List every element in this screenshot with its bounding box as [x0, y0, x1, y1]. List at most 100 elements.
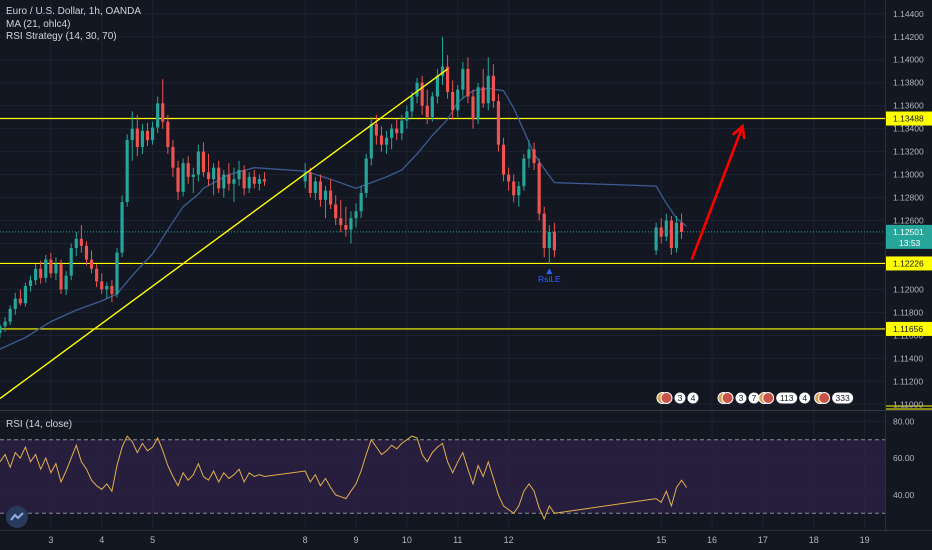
candle-body: [415, 82, 419, 97]
candle-body: [379, 135, 384, 145]
candle-body: [410, 96, 414, 112]
candle-body: [552, 231, 556, 251]
flag-icon[interactable]: [818, 392, 831, 404]
event-count-badge[interactable]: [776, 392, 798, 404]
event-count-badge[interactable]: [674, 392, 686, 404]
time-tick-label: 16: [707, 535, 717, 545]
candle-body: [95, 268, 99, 282]
time-tick-label: 3: [48, 535, 53, 545]
signal-arrow-icon: [546, 268, 553, 275]
time-tick-label: 12: [504, 535, 514, 545]
rsi-tick-label: 40.00: [893, 490, 915, 500]
candle-body: [456, 89, 460, 111]
flag-icon[interactable]: [721, 392, 734, 404]
candle-body: [64, 275, 68, 290]
time-axis[interactable]: 3 4 5 8 9 10 11 12 15 16 17 18 19: [48, 535, 869, 545]
candle-body: [191, 174, 195, 177]
ma-series-line: [0, 87, 688, 350]
candle-body: [161, 103, 165, 122]
rsi-tick-label: 80.00: [893, 416, 915, 426]
candle-body: [156, 103, 160, 128]
candle-body: [446, 66, 450, 92]
candle-body: [354, 211, 358, 219]
rsi-legend[interactable]: RSI (14, close): [6, 419, 73, 430]
flag-icon[interactable]: [762, 392, 775, 404]
ma-legend[interactable]: MA (21, ohlc4): [6, 19, 71, 30]
candle-body: [110, 285, 114, 295]
event-count-badge[interactable]: [735, 392, 747, 404]
rsi-band: [0, 439, 885, 514]
forecast-arrow-head[interactable]: [731, 123, 746, 140]
candle-body: [135, 128, 139, 148]
candle-body: [501, 144, 506, 175]
candle-body: [491, 75, 495, 102]
candle-body: [171, 147, 175, 168]
event-count-badge[interactable]: [832, 392, 854, 404]
trendline[interactable]: [0, 68, 449, 400]
drawings[interactable]: RsiLE: [0, 68, 746, 400]
time-tick-label: 11: [453, 535, 462, 545]
candle-body: [0, 326, 2, 334]
current-price-label: 1.12501: [893, 227, 924, 237]
candle-body: [54, 264, 58, 274]
candle-body: [49, 259, 53, 274]
tradingview-logo-icon[interactable]: [6, 506, 28, 528]
forecast-arrow-shaft[interactable]: [690, 125, 744, 261]
candle-body: [151, 127, 155, 141]
candle-body: [3, 321, 7, 327]
candle-body: [669, 220, 673, 249]
price-tick-label: 1.11400: [893, 353, 923, 363]
rsi-axis[interactable]: 80.00 60.00 40.00: [893, 416, 915, 500]
candle-body: [59, 264, 63, 290]
candle-body: [89, 259, 94, 269]
candle-body: [654, 227, 658, 251]
event-count-badge[interactable]: [799, 392, 811, 404]
candle-body: [390, 128, 394, 138]
candle-body: [257, 179, 261, 184]
symbol-legend[interactable]: Euro / U.S. Dollar, 1h, OANDA: [6, 6, 142, 17]
flag-icon[interactable]: [660, 392, 673, 404]
candle-body: [542, 213, 546, 249]
candle-body: [217, 167, 221, 189]
candle-body: [339, 218, 343, 226]
candle-body: [527, 149, 531, 159]
candle-body: [405, 111, 409, 121]
candle-body: [512, 181, 516, 196]
candle-body: [74, 238, 78, 249]
candle-body: [496, 101, 501, 145]
rsi-series-line: [0, 435, 688, 521]
strategy-legend[interactable]: RSI Strategy (14, 30, 70): [6, 31, 117, 42]
event-count-badge[interactable]: [748, 392, 760, 404]
rsi-band-fill: [0, 439, 885, 514]
candle-body: [451, 91, 455, 111]
horizontal-levels[interactable]: [0, 117, 932, 410]
candle-body: [486, 75, 490, 104]
price-tick-label: 1.12600: [893, 216, 924, 226]
candle-body: [242, 169, 246, 189]
candle-body: [115, 252, 119, 295]
price-tick-label: 1.11200: [893, 376, 923, 386]
time-tick-label: 4: [99, 535, 104, 545]
event-count-badge[interactable]: [687, 392, 699, 404]
price-tick-label: 1.11000: [893, 399, 923, 409]
candle-body: [435, 75, 439, 97]
candle-body: [13, 298, 17, 309]
price-tick-label: 1.13600: [893, 101, 924, 111]
candle-body: [507, 174, 511, 182]
candle-body: [369, 124, 373, 159]
event-badges[interactable]: 343781134333: [656, 392, 854, 404]
event-count-label: 3: [678, 393, 683, 403]
ma-line: [0, 87, 688, 350]
candle-body: [384, 137, 389, 145]
candle-body: [18, 298, 22, 304]
candle-body: [420, 82, 424, 106]
candle-body: [664, 220, 668, 237]
countdown-label: 13:53: [899, 238, 921, 248]
candle-body: [364, 158, 368, 193]
candle-body: [517, 186, 521, 196]
candle-body: [145, 130, 150, 141]
candle-body: [176, 167, 180, 192]
candle-body: [100, 281, 104, 290]
